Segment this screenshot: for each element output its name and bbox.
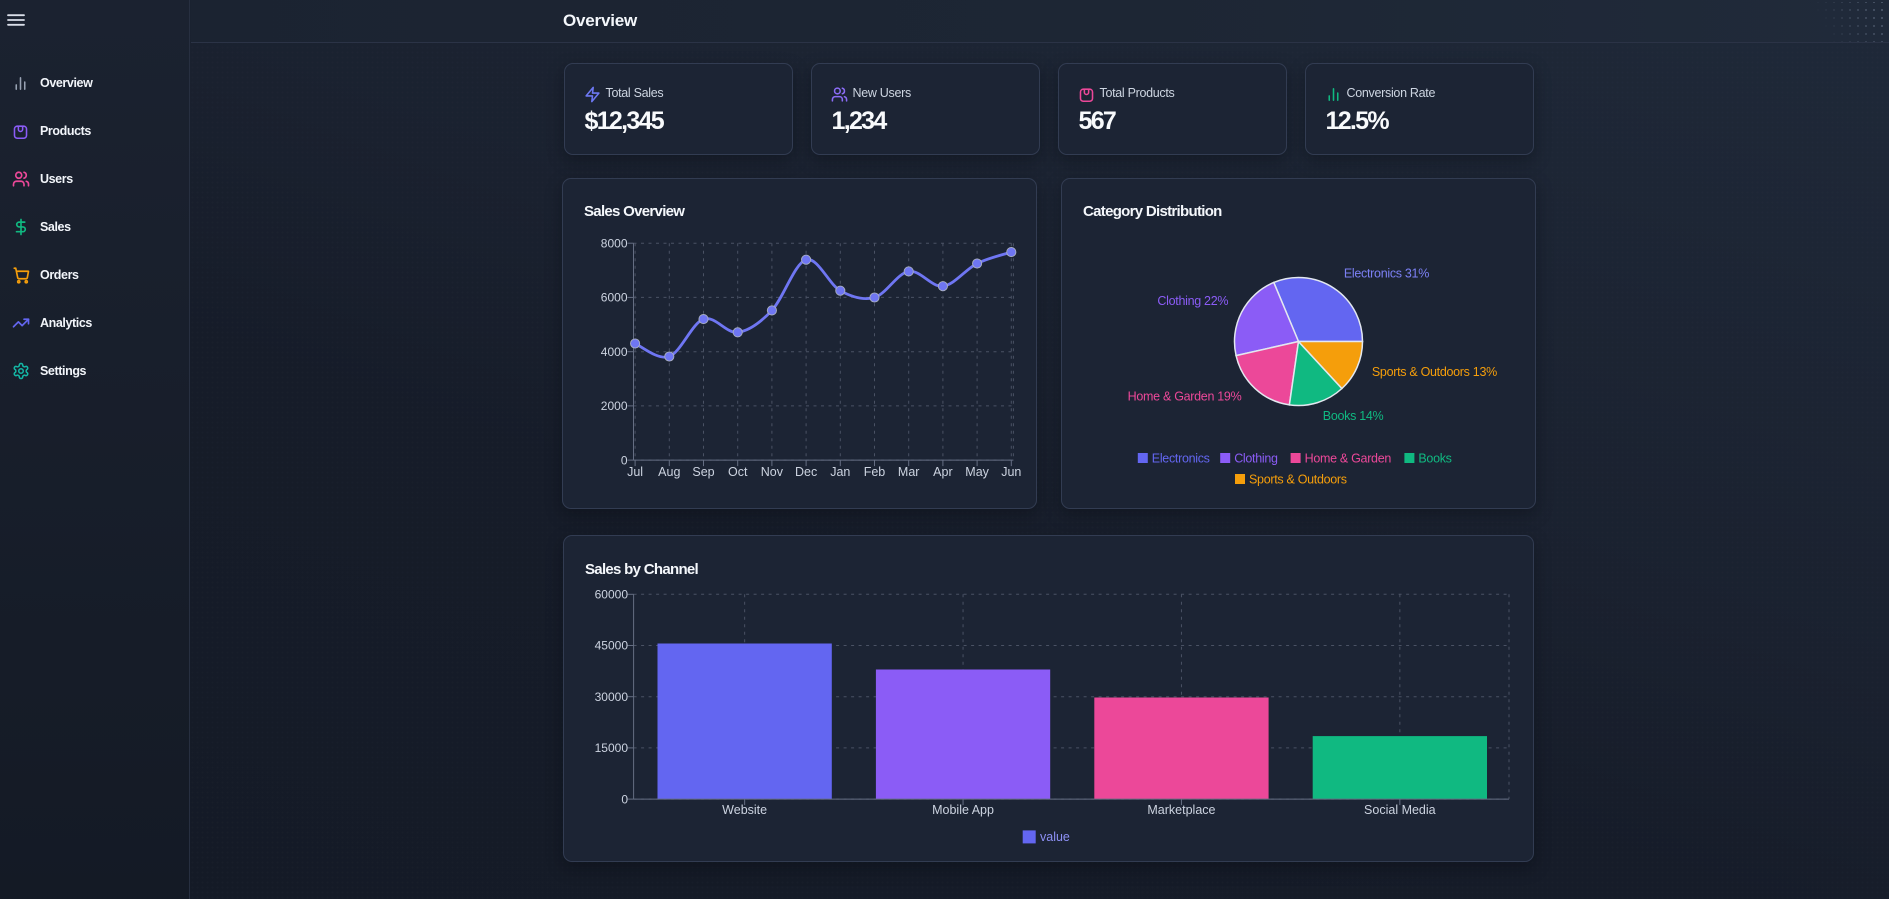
svg-text:60000: 60000 bbox=[595, 588, 629, 602]
svg-text:Sep: Sep bbox=[692, 465, 714, 479]
svg-text:May: May bbox=[965, 465, 989, 479]
svg-text:15000: 15000 bbox=[595, 741, 629, 755]
svg-text:30000: 30000 bbox=[595, 690, 629, 704]
svg-text:Home & Garden: Home & Garden bbox=[1305, 451, 1392, 465]
svg-text:Jun: Jun bbox=[1001, 465, 1021, 479]
svg-text:Books 14%: Books 14% bbox=[1323, 409, 1384, 423]
svg-text:0: 0 bbox=[621, 453, 628, 467]
svg-text:Home & Garden 19%: Home & Garden 19% bbox=[1128, 389, 1242, 403]
svg-text:Feb: Feb bbox=[864, 465, 886, 479]
svg-text:Electronics 31%: Electronics 31% bbox=[1344, 266, 1429, 280]
svg-text:Books: Books bbox=[1418, 451, 1451, 465]
svg-text:6000: 6000 bbox=[601, 290, 628, 304]
svg-text:Sports & Outdoors: Sports & Outdoors bbox=[1249, 472, 1347, 486]
svg-text:Oct: Oct bbox=[728, 465, 748, 479]
svg-text:Mobile App: Mobile App bbox=[932, 803, 994, 817]
svg-text:4000: 4000 bbox=[601, 344, 628, 358]
svg-text:Electronics: Electronics bbox=[1152, 451, 1210, 465]
svg-text:Website: Website bbox=[722, 803, 767, 817]
svg-text:Jul: Jul bbox=[627, 465, 643, 479]
svg-text:Mar: Mar bbox=[898, 465, 920, 479]
svg-text:2000: 2000 bbox=[601, 399, 628, 413]
svg-text:Clothing: Clothing bbox=[1234, 451, 1278, 465]
svg-text:Nov: Nov bbox=[761, 465, 784, 479]
svg-text:8000: 8000 bbox=[601, 236, 628, 250]
svg-text:Social Media: Social Media bbox=[1364, 803, 1436, 817]
svg-text:0: 0 bbox=[621, 792, 628, 806]
svg-text:Dec: Dec bbox=[795, 465, 817, 479]
svg-text:Clothing 22%: Clothing 22% bbox=[1157, 294, 1228, 308]
svg-text:Apr: Apr bbox=[933, 465, 952, 479]
svg-text:Aug: Aug bbox=[658, 465, 680, 479]
svg-text:45000: 45000 bbox=[595, 639, 629, 653]
svg-text:Jan: Jan bbox=[830, 465, 850, 479]
svg-text:Marketplace: Marketplace bbox=[1147, 803, 1215, 817]
svg-text:Sports & Outdoors 13%: Sports & Outdoors 13% bbox=[1372, 365, 1497, 379]
svg-text:value: value bbox=[1040, 830, 1070, 844]
